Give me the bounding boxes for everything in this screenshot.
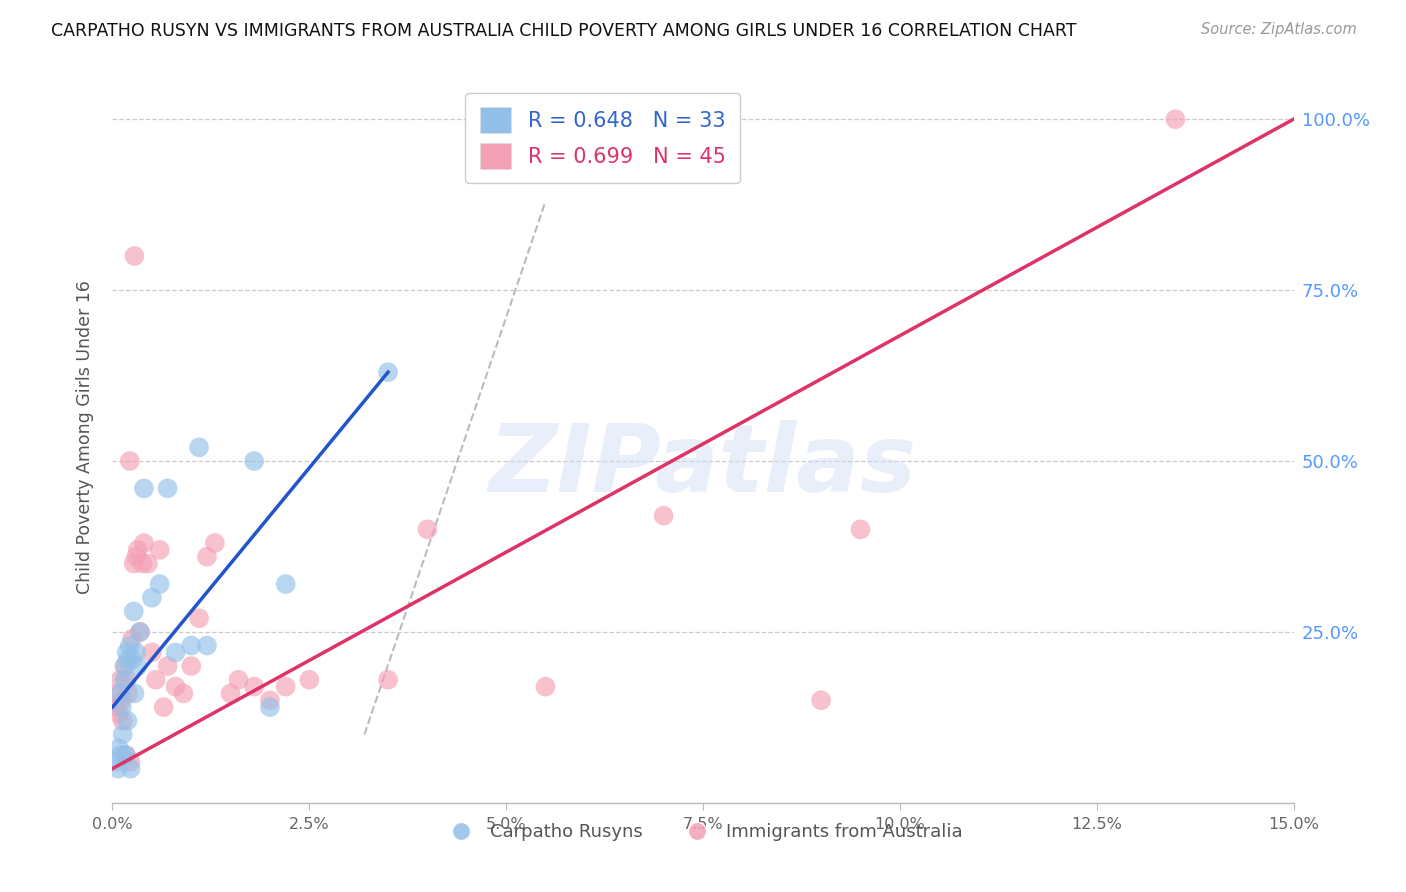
Point <box>1164 112 1187 127</box>
Point <box>195 549 218 564</box>
Point <box>118 639 141 653</box>
Point <box>105 755 128 769</box>
Point <box>259 700 281 714</box>
Point <box>377 365 399 379</box>
Point <box>652 508 675 523</box>
Point <box>115 673 138 687</box>
Point <box>120 755 142 769</box>
Point <box>180 639 202 653</box>
Point <box>122 557 145 571</box>
Text: Source: ZipAtlas.com: Source: ZipAtlas.com <box>1201 22 1357 37</box>
Point <box>111 700 134 714</box>
Point <box>172 686 194 700</box>
Point <box>112 659 135 673</box>
Point <box>121 652 143 666</box>
Point <box>136 557 159 571</box>
Point <box>129 624 152 639</box>
Point <box>188 611 211 625</box>
Point <box>107 706 129 721</box>
Point <box>117 652 139 666</box>
Point <box>115 645 138 659</box>
Point <box>219 686 242 700</box>
Point <box>107 741 129 756</box>
Point <box>131 557 153 571</box>
Point <box>259 693 281 707</box>
Point <box>377 673 399 687</box>
Point <box>122 604 145 618</box>
Point <box>156 481 179 495</box>
Point <box>204 536 226 550</box>
Point <box>165 680 187 694</box>
Point <box>810 693 832 707</box>
Point <box>125 549 148 564</box>
Point <box>849 522 872 536</box>
Point <box>111 727 134 741</box>
Point <box>165 645 187 659</box>
Point <box>110 673 132 687</box>
Point <box>243 454 266 468</box>
Point <box>124 249 146 263</box>
Point <box>129 624 152 639</box>
Point <box>107 686 129 700</box>
Point <box>274 680 297 694</box>
Point <box>127 659 149 673</box>
Point <box>141 645 163 659</box>
Point <box>180 659 202 673</box>
Point <box>107 762 129 776</box>
Text: CARPATHO RUSYN VS IMMIGRANTS FROM AUSTRALIA CHILD POVERTY AMONG GIRLS UNDER 16 C: CARPATHO RUSYN VS IMMIGRANTS FROM AUSTRA… <box>51 22 1076 40</box>
Point <box>149 577 172 591</box>
Point <box>243 680 266 694</box>
Point <box>152 700 174 714</box>
Point <box>149 542 172 557</box>
Point <box>125 645 148 659</box>
Point <box>111 693 134 707</box>
Point <box>110 686 132 700</box>
Point <box>188 440 211 454</box>
Point <box>105 700 128 714</box>
Point <box>416 522 439 536</box>
Point <box>132 536 155 550</box>
Y-axis label: Child Poverty Among Girls Under 16: Child Poverty Among Girls Under 16 <box>76 280 94 594</box>
Point <box>195 639 218 653</box>
Point <box>298 673 321 687</box>
Point <box>115 747 138 762</box>
Point <box>111 714 134 728</box>
Point <box>124 686 146 700</box>
Point <box>534 680 557 694</box>
Text: ZIPatlas: ZIPatlas <box>489 420 917 512</box>
Point <box>115 747 138 762</box>
Point <box>156 659 179 673</box>
Point <box>118 454 141 468</box>
Point <box>117 686 139 700</box>
Point <box>114 659 136 673</box>
Point <box>117 714 139 728</box>
Point <box>274 577 297 591</box>
Point <box>145 673 167 687</box>
Point <box>127 542 149 557</box>
Point <box>110 747 132 762</box>
Point <box>228 673 250 687</box>
Point <box>132 481 155 495</box>
Point <box>141 591 163 605</box>
Point <box>121 632 143 646</box>
Legend: Carpatho Rusyns, Immigrants from Australia: Carpatho Rusyns, Immigrants from Austral… <box>436 816 970 848</box>
Point <box>120 762 142 776</box>
Point <box>112 673 135 687</box>
